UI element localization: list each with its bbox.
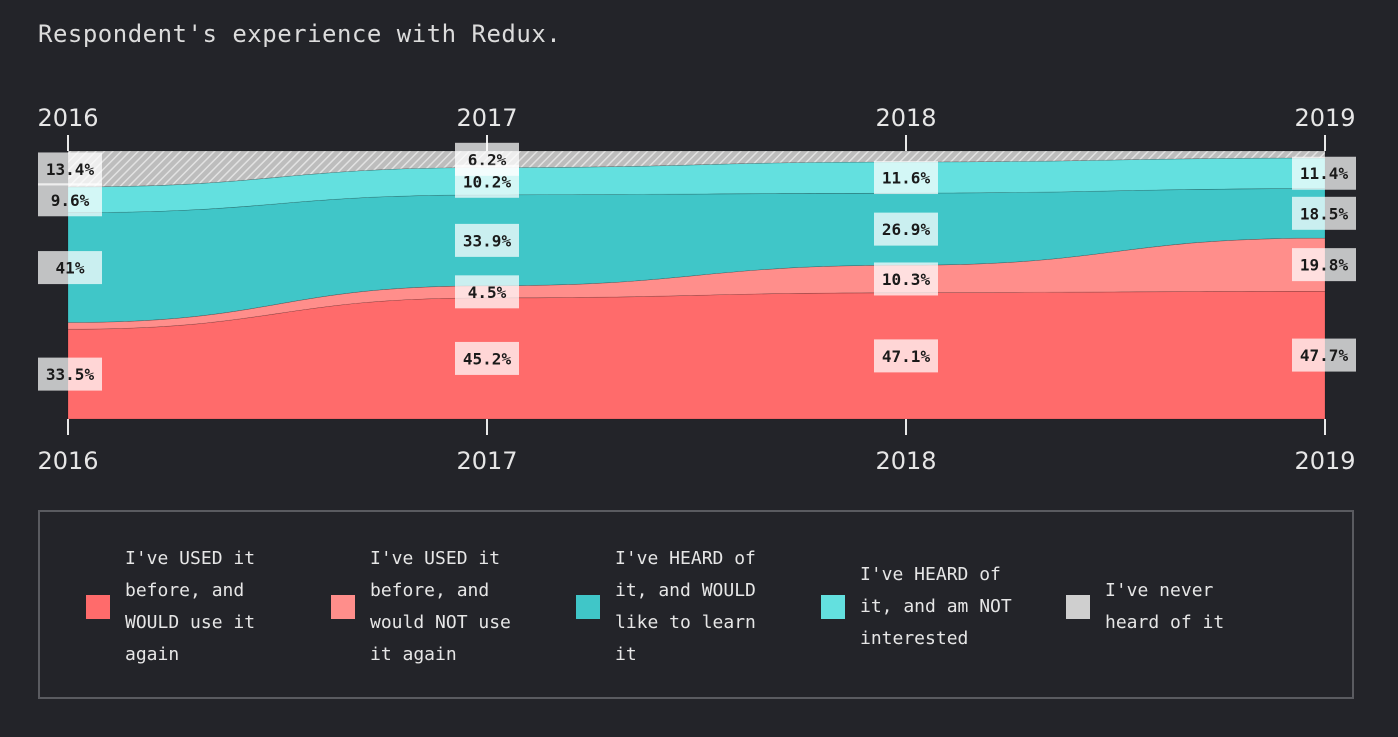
data-label-box [38, 152, 102, 186]
data-label-never-heard: 6.2% [468, 150, 507, 169]
data-label-would-not-use: 19.8% [1300, 256, 1349, 275]
data-label-would-learn: 18.5% [1300, 204, 1349, 223]
data-label-box [455, 223, 519, 257]
data-label-not-interested: 10.2% [463, 172, 512, 191]
data-label-box [1292, 338, 1356, 372]
data-label-would-learn: 26.9% [882, 220, 931, 239]
data-label-not-interested: 9.6% [51, 191, 90, 210]
legend-item-not-interested[interactable]: I've HEARD of it, and am NOT interested [821, 512, 1031, 701]
data-labels: 13.4% 9.6% 41% 33.5% 6.2% 10.2% 33.9% 4.5% 45.2%… [38, 142, 1356, 391]
legend-swatch-would-use [86, 594, 110, 619]
data-label-box [1292, 156, 1356, 190]
top-axis-label: 2017 [456, 104, 517, 132]
data-label-would-use: 47.1% [882, 347, 931, 366]
data-label-would-use: 47.7% [1300, 346, 1349, 365]
data-label-never-heard: 13.4% [46, 160, 95, 179]
data-label-would-not-use: 4.5% [468, 283, 507, 302]
legend-label-would-not-use: I've USED it before, and would NOT use i… [370, 547, 511, 665]
legend-swatch-never-heard [1066, 594, 1090, 619]
bottom-axis-label: 2019 [1294, 447, 1355, 475]
area-layers [67, 150, 1326, 420]
legend-swatch-would-learn [576, 594, 600, 619]
bottom-axis-label: 2017 [456, 447, 517, 475]
stacked-area-chart: 2016 2016 2017 2017 2018 2018 2019 2019 13.4% 9.… [37, 104, 1356, 475]
data-label-box [455, 341, 519, 375]
bottom-axis-label: 2016 [37, 447, 98, 475]
top-axis-label: 2019 [1294, 104, 1355, 132]
data-label-box [455, 275, 519, 309]
legend-label-would-learn: I've HEARD of it, and WOULD like to lear… [615, 547, 756, 665]
data-label-box [874, 161, 938, 195]
legend-item-would-learn[interactable]: I've HEARD of it, and WOULD like to lear… [576, 512, 786, 701]
legend-item-would-not-use[interactable]: I've USED it before, and would NOT use i… [331, 512, 541, 701]
data-label-would-use: 33.5% [46, 365, 95, 384]
data-label-not-interested: 11.6% [882, 169, 931, 188]
data-label-would-use: 45.2% [463, 349, 512, 368]
legend-label-not-interested: I've HEARD of it, and am NOT interested [860, 563, 1012, 649]
data-label-box [874, 262, 938, 296]
top-axis-label: 2016 [37, 104, 98, 132]
data-label-box [455, 164, 519, 198]
bottom-axis-label: 2018 [875, 447, 936, 475]
legend-label-would-use: I've USED it before, and WOULD use it ag… [125, 547, 256, 665]
legend: I've USED it before, and WOULD use it ag… [38, 510, 1354, 699]
axes: 2016 2016 2017 2017 2018 2018 2019 2019 [37, 104, 1355, 475]
chart-title: Respondent's experience with Redux. [38, 20, 562, 48]
legend-swatch-not-interested [821, 594, 845, 619]
data-label-box [874, 212, 938, 246]
data-label-would-learn: 33.9% [463, 231, 512, 250]
legend-item-would-use[interactable]: I've USED it before, and WOULD use it ag… [86, 512, 296, 701]
data-label-box [1292, 248, 1356, 282]
legend-item-never-heard[interactable]: I've never heard of it [1066, 512, 1266, 701]
data-label-box [874, 339, 938, 373]
data-label-would-not-use: 10.3% [882, 270, 931, 289]
data-label-not-interested: 11.4% [1300, 164, 1349, 183]
top-axis-label: 2018 [875, 104, 936, 132]
data-label-box [38, 251, 102, 285]
data-label-would-learn: 41% [56, 259, 85, 278]
legend-label-never-heard: I've never heard of it [1105, 579, 1225, 633]
data-label-box [1292, 196, 1356, 230]
legend-swatch-would-not-use [331, 594, 355, 619]
data-label-box [38, 357, 102, 391]
data-label-box [38, 183, 102, 217]
